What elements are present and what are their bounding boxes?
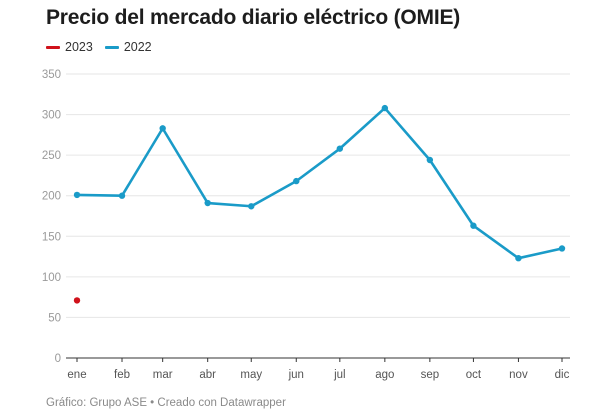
legend: 2023 2022 [46,40,164,54]
data-point-2022 [248,203,255,210]
y-tick-label: 350 [42,69,61,81]
x-axis: ene feb mar abr may jun jul ago sep oct nov dic [66,357,570,381]
x-tick-label: nov [509,369,528,381]
y-tick-label: 50 [48,312,61,324]
y-tick-label: 250 [42,150,61,162]
data-point-2022 [558,245,566,252]
y-tick-label: 0 [55,353,61,365]
y-tick-label: 100 [42,272,61,284]
y-tick-label: 150 [42,231,61,243]
legend-swatch-2022 [104,45,119,49]
legend-item-2023: 2023 [46,40,93,54]
y-tick-label: 300 [42,110,61,122]
legend-item-2022: 2022 [104,40,152,54]
x-tick-label: jun [288,369,304,381]
data-point-2022 [515,254,522,262]
x-tick-label: jul [333,369,346,381]
data-point-2022 [159,125,166,132]
series-line-2022 [75,106,564,260]
x-tick-label: mar [153,369,173,381]
chart-title: Precio del mercado diario eléctrico (OMI… [46,6,461,29]
data-point-2022 [118,192,126,199]
y-axis-ticks: 0 50 100 150 200 250 300 350 [42,69,61,365]
x-tick-label: ene [67,369,86,381]
gridlines [66,73,570,318]
x-tick-label: sep [421,369,440,381]
data-point-2022 [204,199,211,207]
x-tick-label: oct [466,369,482,381]
legend-swatch-2023 [46,45,60,49]
y-tick-label: 200 [42,191,61,203]
legend-label-2022: 2022 [123,40,152,54]
x-tick-label: abr [199,369,216,381]
data-point-2023 [73,297,81,304]
series-group [73,104,566,304]
x-tick-label: dic [555,369,570,381]
data-point-2022 [336,145,344,152]
x-tick-label: ago [375,369,394,381]
legend-label-2023: 2023 [65,40,93,54]
data-point-2022 [73,191,81,199]
data-point-2022 [381,104,389,112]
data-point-2022 [293,177,300,185]
chart-footer: Gráfico: Grupo ASE • Creado con Datawrap… [46,397,286,409]
data-point-2022 [426,156,434,164]
x-tick-label: may [240,369,262,381]
x-tick-label: feb [114,369,130,381]
data-point-2022 [470,222,477,229]
